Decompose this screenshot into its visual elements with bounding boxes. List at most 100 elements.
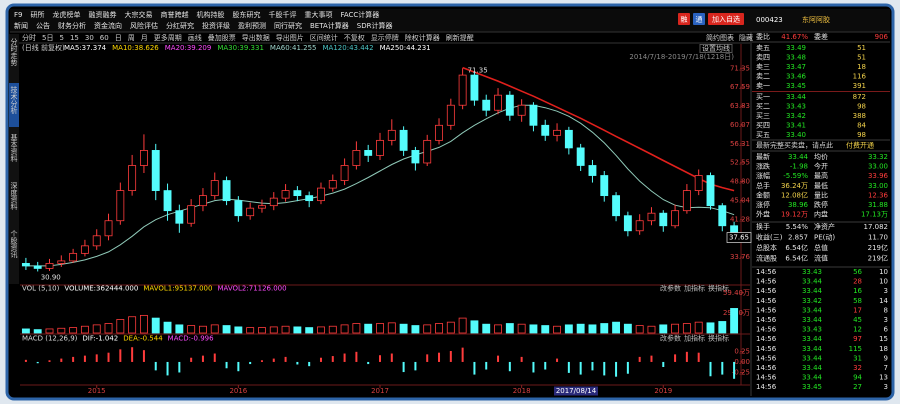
menu-item[interactable]: 公告 (36, 21, 50, 30)
menu-item[interactable]: 机构持股 (196, 10, 224, 19)
header-button-label[interactable]: 融 (681, 15, 688, 24)
header-button-label[interactable]: 加入自选 (712, 15, 740, 24)
toolbar-item[interactable]: 5 (59, 34, 63, 42)
menu-item[interactable]: 千股千评 (268, 10, 296, 19)
volume-bar (718, 321, 727, 334)
trade-time: 14:56 (756, 374, 777, 382)
candle-body (151, 150, 160, 191)
panel-button[interactable]: 加指标 (684, 284, 705, 293)
candle-body (706, 175, 715, 207)
volume-bar (352, 323, 361, 334)
header-button-label[interactable]: 通 (696, 15, 703, 24)
book-price: 33.43 (786, 103, 806, 111)
low-label: 30.90 (41, 273, 61, 281)
toolbar-item[interactable]: 更多周期 (154, 33, 182, 42)
macd-bar (390, 353, 393, 362)
side-tab[interactable]: 深度资料 (10, 181, 18, 211)
menu-item[interactable]: 新闻 (14, 21, 28, 30)
menu-item[interactable]: 财务分析 (58, 21, 86, 30)
stat-label: 涨停 (756, 200, 770, 209)
panel-button[interactable]: 改参数 (660, 334, 681, 343)
toolbar-item[interactable]: 15 (70, 34, 79, 42)
candle-body (222, 180, 231, 202)
volume-bar (423, 324, 432, 334)
panel-button[interactable]: 换指标 (708, 284, 729, 293)
panel-button[interactable]: 改参数 (660, 284, 681, 293)
book-label: 买二 (756, 103, 770, 111)
macd-bar (296, 361, 299, 365)
volume-bar (151, 317, 160, 334)
toolbar-item[interactable]: 日 (115, 34, 122, 42)
panel-button[interactable]: 加指标 (684, 334, 705, 343)
date-range: 2014/7/18-2019/7/18(1218日) (629, 53, 734, 61)
menu-item[interactable]: F9 (14, 11, 22, 19)
y-tick-label: 56.31 (730, 140, 750, 148)
settings-button[interactable] (699, 44, 733, 53)
indicator-legend: MAVOL1:95137.000 (143, 285, 212, 293)
toolbar-item[interactable]: 分时 (22, 33, 36, 42)
book-label: 买一 (756, 93, 770, 101)
toolbar-item[interactable]: 区间统计 (310, 33, 338, 42)
toolbar-item[interactable]: 叠加股票 (208, 33, 236, 42)
menu-item[interactable]: 股东研究 (232, 10, 260, 19)
menu-item[interactable]: 商誉跨越 (160, 10, 188, 19)
toolbar-item[interactable]: 月 (141, 34, 148, 42)
menu-item[interactable]: 研所 (30, 10, 44, 19)
macd-bar (426, 354, 429, 362)
promo-link[interactable]: 付费开通 (846, 141, 874, 150)
side-tab[interactable]: 基本资料 (10, 133, 18, 163)
stat-value: 33.44 (788, 153, 809, 161)
book-label: 卖五 (756, 44, 770, 52)
volume-bar (340, 324, 349, 334)
toolbar-item[interactable]: 30 (85, 34, 94, 42)
menu-item[interactable]: 融资融券 (88, 10, 116, 19)
menu-item[interactable]: 龙虎榜单 (52, 10, 80, 19)
stat-value: 36.24万 (781, 182, 808, 190)
toolbar-item[interactable]: 除权计算器 (405, 33, 440, 42)
macd-bar (461, 347, 464, 362)
menu-item[interactable]: 盈利预测 (238, 21, 266, 30)
menu-item[interactable]: 分红研究 (166, 21, 194, 30)
header-button[interactable] (708, 13, 744, 25)
ma-line (25, 104, 735, 267)
side-tab[interactable]: 个股资讯 (10, 230, 18, 259)
stat-label: 流通股 (756, 254, 777, 263)
toolbar-item[interactable]: 周 (128, 34, 135, 42)
menu-item[interactable]: 风险评估 (130, 21, 158, 30)
side-tab[interactable]: 分时走势 (10, 37, 18, 67)
panel-button[interactable]: 换指标 (708, 334, 729, 343)
book-price: 33.45 (786, 82, 806, 90)
menu-item[interactable]: 资金流向 (94, 21, 122, 30)
toolbar-item[interactable]: 画线 (188, 33, 202, 42)
toolbar-item[interactable]: 60 (100, 34, 109, 42)
toolbar-item[interactable]: 显示停牌 (371, 33, 399, 42)
menu-item[interactable]: BETA计算器 (310, 21, 349, 30)
menu-item[interactable]: 投资评级 (202, 21, 230, 30)
toolbar-item[interactable]: 隐藏 (739, 33, 753, 42)
header-button[interactable] (693, 13, 705, 25)
menu-item[interactable]: FACC计算器 (340, 10, 379, 19)
settings-button-label[interactable]: 设置均线 (702, 44, 730, 53)
stat-value: 219亿 (868, 243, 888, 252)
x-tick-label: 2019 (654, 387, 672, 395)
menu-item[interactable]: 同行研究 (274, 21, 302, 30)
volume-bar (564, 324, 573, 334)
book-volume: 98 (857, 103, 866, 111)
toolbar-item[interactable]: 导出数据 (242, 33, 270, 42)
macd-bar (237, 361, 240, 372)
menu-item[interactable]: 重大事项 (304, 10, 332, 19)
trade-count: 9 (884, 354, 888, 362)
volume-bar (92, 324, 101, 334)
menu-item[interactable]: SDR计算器 (357, 21, 393, 30)
toolbar-item[interactable]: 导出图片 (276, 33, 304, 42)
trade-price: 33.44 (802, 364, 823, 372)
toolbar-item[interactable]: 刷新提醒 (446, 33, 474, 42)
header-button[interactable] (678, 13, 690, 25)
menu-item[interactable]: 大宗交易 (124, 10, 152, 19)
volume-bar (482, 323, 491, 334)
toolbar-item[interactable]: 不复权 (344, 33, 365, 42)
toolbar-item[interactable]: 简约图表 (706, 33, 734, 42)
side-tab[interactable]: 技术分析 (10, 85, 18, 115)
toolbar-item[interactable]: 5日 (42, 34, 53, 42)
book-price: 33.46 (786, 73, 807, 81)
